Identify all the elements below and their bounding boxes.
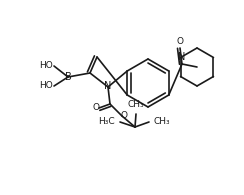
Text: O: O <box>92 103 100 112</box>
Text: O: O <box>121 111 128 120</box>
Text: HO: HO <box>39 82 53 90</box>
Text: HO: HO <box>39 61 53 71</box>
Text: CH₃: CH₃ <box>154 116 171 126</box>
Text: H₃C: H₃C <box>98 116 115 126</box>
Text: O: O <box>176 37 183 46</box>
Text: N: N <box>104 81 112 91</box>
Text: N: N <box>178 52 185 63</box>
Text: CH₃: CH₃ <box>128 100 144 109</box>
Text: B: B <box>65 72 71 82</box>
